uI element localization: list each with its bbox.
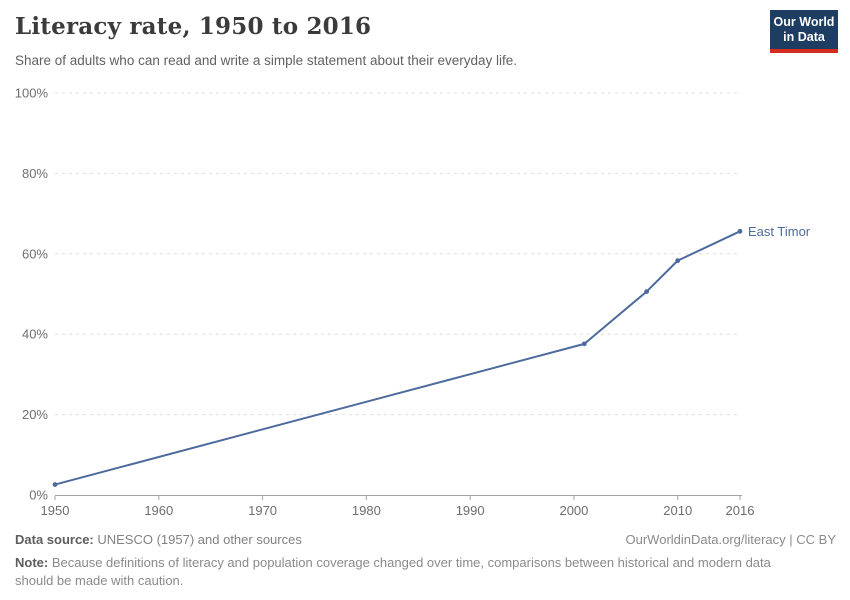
y-tick-label: 20% (22, 407, 48, 422)
data-source-line: Data source: UNESCO (1957) and other sou… (15, 532, 302, 547)
data-point[interactable] (644, 289, 649, 294)
series-name-label[interactable]: East Timor (748, 224, 811, 239)
owid-logo-line1: Our World (773, 14, 835, 29)
line-chart-canvas[interactable]: 0% 20% 40% 60% 80% 100% 1950 1960 1970 1980 1990 20… (0, 80, 850, 525)
footer-note-label: Note: (15, 555, 49, 570)
data-point[interactable] (52, 482, 58, 487)
data-point[interactable] (675, 258, 681, 264)
x-tick-label: 2000 (559, 503, 588, 518)
data-point[interactable] (737, 228, 743, 234)
data-source-text: UNESCO (1957) and other sources (93, 532, 302, 547)
x-tick-label: 1980 (352, 503, 381, 518)
x-tick-label: 1990 (456, 503, 485, 518)
footer-note: Note: Because definitions of literacy an… (15, 554, 807, 591)
chart-subtitle: Share of adults who can read and write a… (15, 53, 518, 68)
owid-license-link[interactable]: OurWorldinData.org/literacy | CC BY (625, 532, 836, 547)
y-tick-label: 40% (22, 327, 48, 342)
owid-logo[interactable]: Our World in Data (770, 10, 838, 53)
x-tick-label: 2016 (726, 503, 755, 518)
y-tick-label: 0% (29, 488, 48, 503)
series-line[interactable] (54, 230, 741, 486)
y-tick-label: 80% (22, 166, 48, 181)
data-point[interactable] (581, 341, 587, 347)
data-source-label: Data source: (15, 532, 94, 547)
x-tick-label: 1970 (248, 503, 277, 518)
x-tick-label: 1960 (144, 503, 173, 518)
footer-source-row: Data source: UNESCO (1957) and other sou… (15, 532, 836, 547)
owid-logo-line2: in Data (783, 29, 825, 44)
y-tick-label: 60% (22, 246, 48, 261)
x-tick-label: 1950 (41, 503, 70, 518)
chart-title: Literacy rate, 1950 to 2016 (15, 13, 372, 40)
x-tick-label: 2010 (663, 503, 692, 518)
y-tick-label: 100% (15, 86, 49, 101)
footer-note-text: Because definitions of literacy and popu… (15, 555, 771, 589)
